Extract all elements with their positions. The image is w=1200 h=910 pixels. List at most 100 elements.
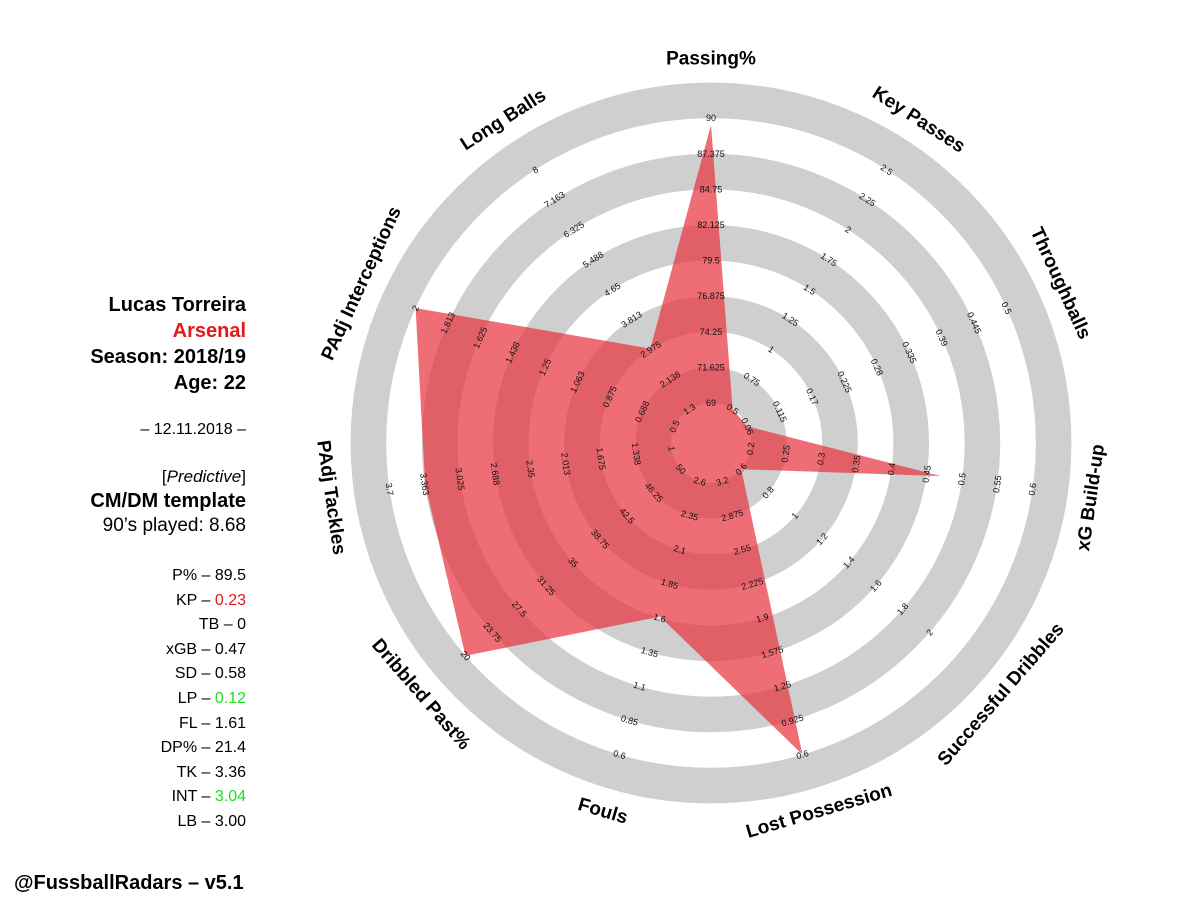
template: CM/DM template xyxy=(90,490,246,512)
stat-row: SD – 0.58 xyxy=(174,665,246,683)
tick-label: 35 xyxy=(566,555,580,569)
tick-label: 1 xyxy=(766,344,776,355)
axis-title: PAdj Tackles xyxy=(312,439,349,556)
tick-label: 0.35 xyxy=(850,455,862,474)
stat-row: P% – 89.5 xyxy=(172,567,246,584)
stat-value: 0.23 xyxy=(214,591,246,609)
stat-label: SD xyxy=(174,665,198,683)
tick-label: 84.75 xyxy=(700,184,723,194)
tick-label: 0.2 xyxy=(745,442,757,456)
tick-label: 0.85 xyxy=(620,713,640,728)
tick-label: 1.9 xyxy=(755,611,770,624)
axis-title: xG Build-up xyxy=(1073,443,1109,553)
tick-label: 8 xyxy=(531,164,541,175)
predictive-label: Predictive xyxy=(166,467,242,486)
tick-label: 20 xyxy=(458,649,472,663)
axis-title: Fouls xyxy=(576,794,631,828)
stat-label: INT xyxy=(171,788,198,806)
tick-label: 90 xyxy=(706,113,716,123)
stat-value: 3.00 xyxy=(214,812,246,830)
stat-value: 3.04 xyxy=(214,788,246,806)
tick-label: 69 xyxy=(706,398,716,408)
tick-label: 76.875 xyxy=(697,291,725,301)
stat-label: LP xyxy=(177,689,198,707)
tick-label: 0.45 xyxy=(921,465,933,484)
stat-value: 89.5 xyxy=(214,567,246,584)
tick-label: 0.5 xyxy=(956,472,968,486)
stat-value: 0 xyxy=(237,616,246,634)
stat-value: 3.36 xyxy=(214,763,246,781)
axis-title: Passing% xyxy=(666,49,756,70)
minutes-played: 90’s played: 8.68 xyxy=(102,515,246,536)
stat-row: INT – 3.04 xyxy=(171,788,246,806)
stat-row: LB – 3.00 xyxy=(177,812,246,830)
tick-label: 0.4 xyxy=(886,462,898,476)
date: – 12.11.2018 – xyxy=(140,421,246,438)
tick-label: 2.35 xyxy=(680,508,700,523)
tick-label: 1 xyxy=(666,446,677,452)
stat-row: LP – 0.12 xyxy=(177,689,246,707)
stat-label: P% xyxy=(172,567,198,584)
tick-label: 2.013 xyxy=(559,452,572,476)
tick-label: 3.363 xyxy=(418,472,431,496)
tick-label: 2.35 xyxy=(524,460,536,479)
stat-row: TK – 3.36 xyxy=(176,763,246,781)
tick-label: 0.6 xyxy=(1027,482,1039,496)
tick-label: 0.6 xyxy=(795,748,810,761)
tick-label: 2.55 xyxy=(732,542,752,557)
tick-label: 0.25 xyxy=(780,444,792,463)
season: Season: 2018/19 xyxy=(90,346,246,368)
stat-label: DP% xyxy=(160,739,198,757)
tick-label: 1.6 xyxy=(652,611,667,624)
stat-row: DP% – 21.4 xyxy=(160,739,246,757)
stat-row: KP – 0.23 xyxy=(176,591,246,609)
tick-label: 2.1 xyxy=(672,543,687,556)
player-name: Lucas Torreira xyxy=(108,294,246,316)
tick-label: 3.025 xyxy=(453,467,466,491)
tick-label: 3.2 xyxy=(715,475,730,488)
tick-label: 1.25 xyxy=(773,679,793,694)
tick-label: 82.125 xyxy=(697,220,725,230)
stat-value: 0.58 xyxy=(214,665,246,683)
tick-label: 50 xyxy=(674,462,688,476)
tick-label: 0.3 xyxy=(815,452,827,466)
credit: @FussballRadars – v5.1 xyxy=(14,872,244,894)
stat-value: 1.61 xyxy=(214,714,246,732)
stat-value: 0.47 xyxy=(214,640,246,658)
predictive-tag: [Predictive] xyxy=(161,467,246,486)
stat-value: 0.12 xyxy=(214,689,246,707)
tick-label: 79.5 xyxy=(702,256,720,266)
tick-label: 0.5 xyxy=(667,419,681,435)
tick-label: 74.25 xyxy=(700,327,723,337)
tick-label: 1.85 xyxy=(660,577,680,592)
age: Age: 22 xyxy=(173,372,246,394)
tick-label: 1.1 xyxy=(632,680,647,693)
stat-label: xGB xyxy=(165,640,198,658)
tick-label: 1 xyxy=(790,511,801,521)
tick-label: 87.375 xyxy=(697,149,725,159)
tick-label: 2 xyxy=(924,627,935,637)
tick-label: 0.6 xyxy=(612,748,627,761)
stat-label: TK xyxy=(176,763,198,781)
tick-label: 71.625 xyxy=(697,362,725,372)
radar-ring xyxy=(350,82,1072,804)
stat-row: xGB – 0.47 xyxy=(165,640,246,658)
tick-label: 2 xyxy=(843,224,853,235)
tick-label: 1.675 xyxy=(594,447,607,471)
tick-label: 2.688 xyxy=(489,462,502,486)
stat-list: P% – 89.5 KP – 0.23 TB – 0 xGB – 0.47 SD – 0… xyxy=(0,564,246,835)
tick-label: 2.6 xyxy=(692,475,707,488)
tick-label: 0.5 xyxy=(999,300,1013,316)
stat-label: LB xyxy=(177,812,198,830)
stat-value: 21.4 xyxy=(214,739,246,757)
radar-shape xyxy=(415,125,941,755)
tick-label: 3.7 xyxy=(384,482,396,496)
stat-label: KP xyxy=(176,591,198,609)
player-info: Lucas Torreira Arsenal Season: 2018/19 A… xyxy=(0,292,246,835)
tick-label: 0.55 xyxy=(991,475,1003,494)
stat-row: TB – 0 xyxy=(198,616,246,634)
tick-label: 2 xyxy=(410,304,421,313)
stat-label: FL xyxy=(178,714,198,732)
radar-area xyxy=(415,125,941,755)
